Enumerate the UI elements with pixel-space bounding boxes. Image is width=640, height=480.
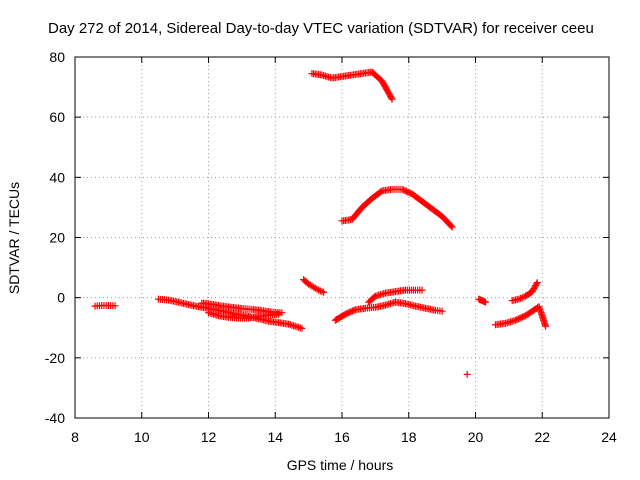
x-tick-label: 12 bbox=[201, 429, 217, 445]
series-arc-5 bbox=[300, 276, 328, 296]
data-point bbox=[418, 286, 426, 294]
data-point bbox=[532, 280, 540, 288]
data-points bbox=[91, 68, 550, 378]
data-point bbox=[448, 223, 456, 231]
x-tick-label: 24 bbox=[601, 429, 617, 445]
x-tick-label: 10 bbox=[134, 429, 150, 445]
data-point bbox=[542, 322, 550, 330]
y-tick-label: 20 bbox=[49, 230, 65, 246]
series-arc-7 bbox=[338, 185, 456, 231]
data-point bbox=[111, 302, 119, 310]
data-point bbox=[318, 288, 326, 296]
series-arc-6 bbox=[308, 68, 396, 103]
data-point bbox=[316, 287, 324, 295]
series-arc-9 bbox=[365, 286, 426, 306]
x-tick-label: 18 bbox=[401, 429, 417, 445]
x-tick-label: 14 bbox=[267, 429, 283, 445]
y-tick-label: -40 bbox=[45, 410, 65, 426]
data-point bbox=[517, 294, 525, 302]
series-arc-2 bbox=[154, 295, 306, 332]
data-point bbox=[482, 298, 490, 306]
data-point bbox=[298, 324, 306, 332]
series-arc-12 bbox=[492, 303, 550, 330]
data-point bbox=[532, 282, 540, 290]
data-point bbox=[531, 283, 539, 291]
data-point bbox=[350, 306, 358, 314]
data-point bbox=[387, 94, 395, 102]
data-point bbox=[528, 288, 536, 296]
data-point bbox=[313, 285, 321, 293]
data-point bbox=[438, 307, 446, 315]
data-point bbox=[447, 222, 455, 230]
chart-title: Day 272 of 2014, Sidereal Day-to-day VTE… bbox=[48, 20, 594, 37]
data-point bbox=[388, 95, 396, 103]
x-tick-label: 20 bbox=[468, 429, 484, 445]
x-tick-label: 16 bbox=[334, 429, 350, 445]
series-arc-13 bbox=[508, 279, 541, 305]
x-tick-label: 8 bbox=[71, 429, 79, 445]
data-point bbox=[529, 286, 537, 294]
data-point bbox=[518, 294, 526, 302]
x-tick-label: 22 bbox=[534, 429, 550, 445]
gridlines bbox=[75, 57, 609, 418]
data-point bbox=[278, 309, 286, 317]
tick-labels: 8 10 12 14 16 18 20 22 24 -40 -20 0 20 40 60 80 bbox=[45, 49, 617, 445]
y-tick-label: 60 bbox=[49, 109, 65, 125]
series-arc-8 bbox=[331, 298, 446, 324]
data-point bbox=[463, 370, 471, 378]
series-arc-11 bbox=[463, 370, 471, 378]
y-tick-label: 80 bbox=[49, 49, 65, 65]
data-point bbox=[520, 293, 528, 301]
series-arc-4 bbox=[205, 309, 283, 322]
series-arc-1 bbox=[91, 301, 119, 310]
series-arc-10 bbox=[475, 295, 490, 306]
data-point bbox=[315, 286, 323, 294]
y-tick-label: -20 bbox=[45, 350, 65, 366]
x-axis-label: GPS time / hours bbox=[287, 457, 394, 473]
y-axis-label: SDTVAR / TECUs bbox=[6, 182, 22, 294]
data-point bbox=[533, 279, 541, 287]
y-tick-label: 40 bbox=[49, 169, 65, 185]
data-point bbox=[275, 310, 283, 318]
data-point bbox=[515, 295, 523, 303]
axis-ticks bbox=[74, 56, 610, 419]
data-point bbox=[320, 288, 328, 296]
data-point bbox=[530, 285, 538, 293]
y-tick-label: 0 bbox=[57, 290, 65, 306]
series-arc-3 bbox=[198, 299, 286, 317]
